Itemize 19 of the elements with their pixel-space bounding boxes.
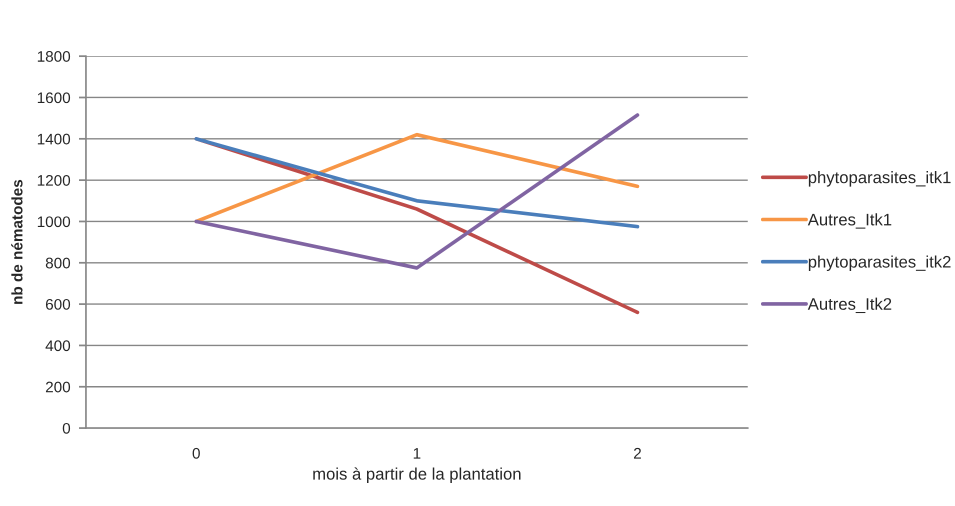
legend-label: phytoparasites_itk2 <box>808 255 951 271</box>
x-axis-title: mois à partir de la plantation <box>313 467 520 484</box>
x-tick-label: 2 <box>634 448 641 459</box>
y-tick-label: 1800 <box>38 51 70 62</box>
y-tick-label: 1200 <box>38 175 70 186</box>
legend-label: phytoparasites_itk1 <box>808 171 951 187</box>
legend-label: Autres_Itk1 <box>808 213 892 229</box>
y-axis-title: nb de nématodes <box>11 180 23 304</box>
y-tick-label: 400 <box>46 340 70 352</box>
y-tick-label: 0 <box>62 422 70 434</box>
y-tick-label: 200 <box>46 382 70 392</box>
legend-label: Autres_Itk2 <box>808 298 892 314</box>
y-tick-label: 800 <box>46 258 70 268</box>
y-tick-label: 600 <box>46 298 70 310</box>
y-tick-label: 1600 <box>38 92 70 104</box>
x-tick-label: 0 <box>192 448 200 459</box>
y-tick-label: 1000 <box>38 216 70 228</box>
x-tick-label: 1 <box>414 448 420 459</box>
y-tick-label: 1400 <box>38 134 70 144</box>
